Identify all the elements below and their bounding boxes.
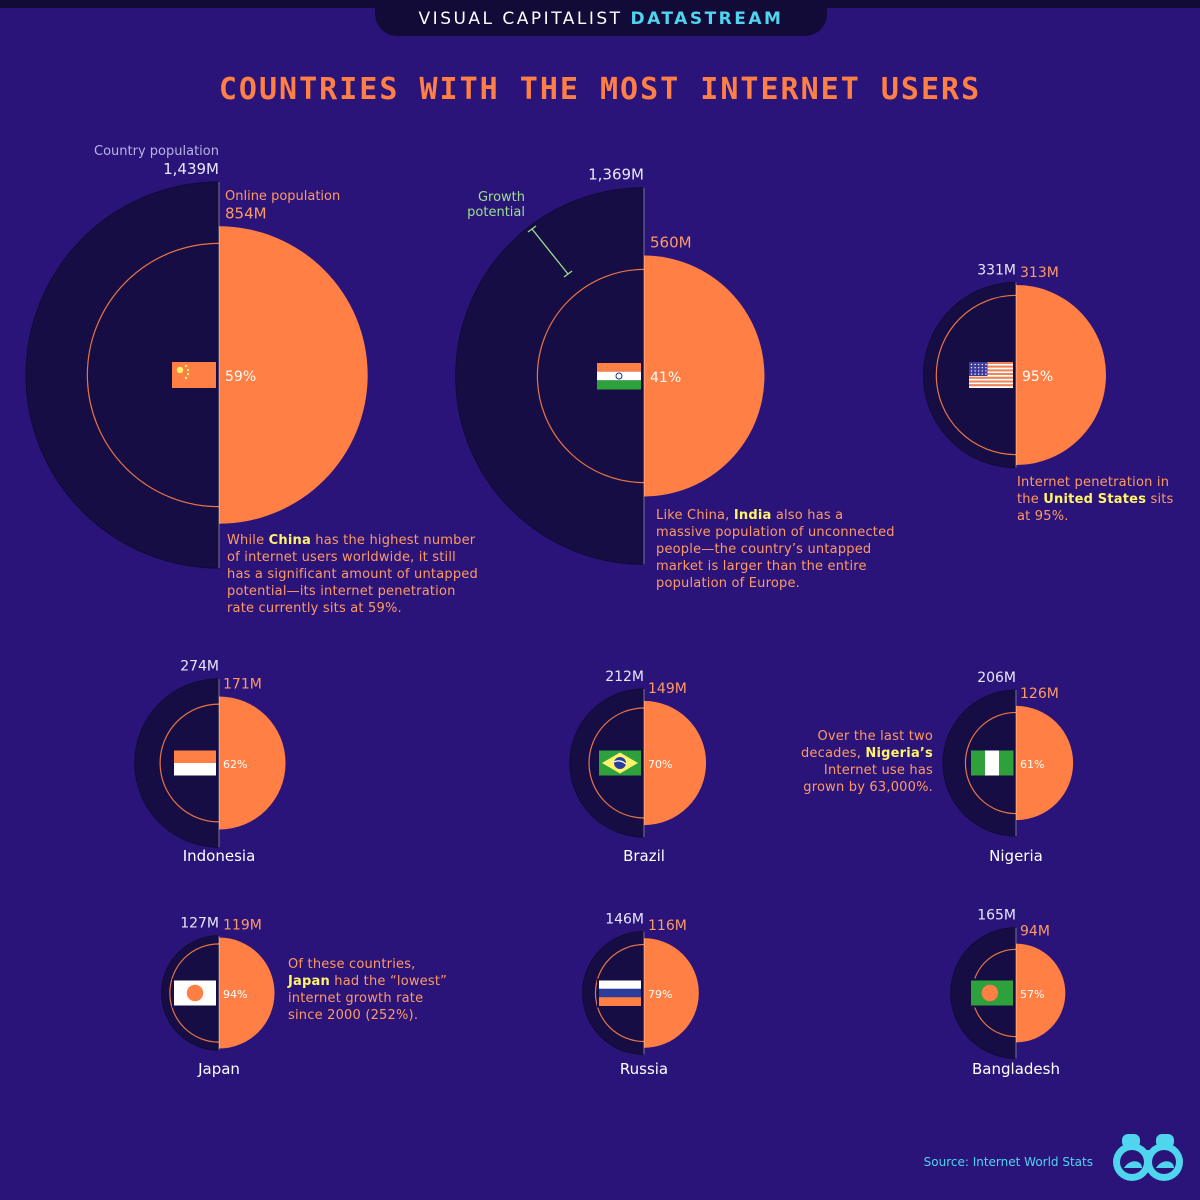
nigeria-online-label: 126M <box>1020 686 1059 702</box>
usa-flag-icon <box>967 360 1015 390</box>
indonesia-name-label: Indonesia <box>183 847 256 865</box>
japan-note: Of these countries, Japan had the “lowes… <box>288 957 448 1023</box>
india-online-half <box>644 255 765 497</box>
brand-name: VISUAL CAPITALIST <box>418 9 623 29</box>
bangladesh-online-half <box>1016 943 1066 1043</box>
legend-country-population: Country population <box>94 144 219 159</box>
nigeria-population-label: 206M <box>977 670 1016 686</box>
russia-online-half <box>644 938 699 1048</box>
legend-growth-potential-line1: Growth <box>478 190 525 205</box>
binoculars-logo-icon <box>1113 1134 1183 1181</box>
japan-flag-icon <box>172 978 218 1008</box>
source-label: Source: Internet World Stats <box>923 1155 1093 1169</box>
brazil-population-label: 212M <box>605 669 644 685</box>
india-online-label: 560M <box>650 234 692 252</box>
japan-name-label: Japan <box>197 1060 240 1078</box>
brazil-online-half <box>644 700 707 826</box>
bangladesh-flag-icon <box>969 978 1015 1008</box>
india-penetration-label: 41% <box>650 370 681 386</box>
usa-highlight: United States <box>1043 492 1147 507</box>
brazil-online-label: 149M <box>648 681 687 697</box>
brazil-flag-icon <box>597 748 643 778</box>
nigeria-penetration-label: 61% <box>1020 758 1044 771</box>
indonesia-flag-icon <box>172 748 218 778</box>
china-highlight: China <box>268 533 311 548</box>
nigeria-flag-icon <box>969 748 1015 778</box>
russia-name-label: Russia <box>620 1060 668 1078</box>
indonesia-online-half <box>219 696 286 830</box>
united-states-online-half <box>1016 284 1107 466</box>
united-states-online-label: 313M <box>1020 265 1059 281</box>
nigeria-highlight: Nigeria’s <box>865 746 933 761</box>
china-flag-icon <box>170 360 218 390</box>
russia-online-label: 116M <box>648 918 687 934</box>
usa-note: Internet penetration in the United State… <box>1017 475 1174 524</box>
india-note: Like China, India also has a massive pop… <box>656 508 895 591</box>
bangladesh-online-label: 94M <box>1020 924 1050 940</box>
india-population-half <box>455 187 645 565</box>
india-flag-icon <box>595 361 643 391</box>
growth-potential-cap-top <box>527 225 537 233</box>
brazil-penetration-label: 70% <box>648 758 672 771</box>
bangladesh-penetration-label: 57% <box>1020 988 1044 1001</box>
nigeria-name-label: Nigeria <box>989 847 1043 865</box>
brazil-name-label: Brazil <box>623 847 665 865</box>
bangladesh-population-label: 165M <box>977 908 1016 924</box>
brand-tab: VISUAL CAPITALIST DATASTREAM <box>375 0 827 36</box>
bangladesh-name-label: Bangladesh <box>972 1060 1060 1078</box>
india-population-label: 1,369M <box>588 166 644 184</box>
united-states-penetration-label: 95% <box>1022 369 1053 385</box>
china-note: While China has the highest number of in… <box>227 533 478 616</box>
russia-penetration-label: 79% <box>648 988 672 1001</box>
china-population-half <box>25 181 220 569</box>
japan-online-label: 119M <box>223 917 262 933</box>
japan-online-half <box>219 937 275 1049</box>
chart-title: COUNTRIES WITH THE MOST INTERNET USERS <box>218 72 982 107</box>
united-states-population-label: 331M <box>977 262 1016 278</box>
growth-potential-bracket <box>531 228 569 275</box>
brand-datastream: DATASTREAM <box>630 9 784 29</box>
russia-population-label: 146M <box>605 911 644 927</box>
china-penetration-label: 59% <box>225 369 256 385</box>
indonesia-penetration-label: 62% <box>223 758 247 771</box>
japan-population-label: 127M <box>180 916 219 932</box>
china-population-label: 1,439M <box>163 160 219 178</box>
legend-online-population: Online population <box>225 189 340 204</box>
nigeria-online-half <box>1016 705 1074 821</box>
china-online-half <box>219 226 368 524</box>
legend-growth-potential-line2: potential <box>467 205 525 220</box>
india-highlight: India <box>733 508 772 523</box>
nigeria-note: Over the last two decades, Nigeria’s Int… <box>800 729 933 795</box>
indonesia-population-label: 274M <box>180 659 219 675</box>
japan-highlight: Japan <box>288 974 330 989</box>
japan-penetration-label: 94% <box>223 988 247 1001</box>
growth-potential-cap-bottom <box>563 270 573 278</box>
russia-flag-icon <box>597 978 643 1008</box>
china-online-label: 854M <box>225 204 267 222</box>
indonesia-online-label: 171M <box>223 676 262 692</box>
